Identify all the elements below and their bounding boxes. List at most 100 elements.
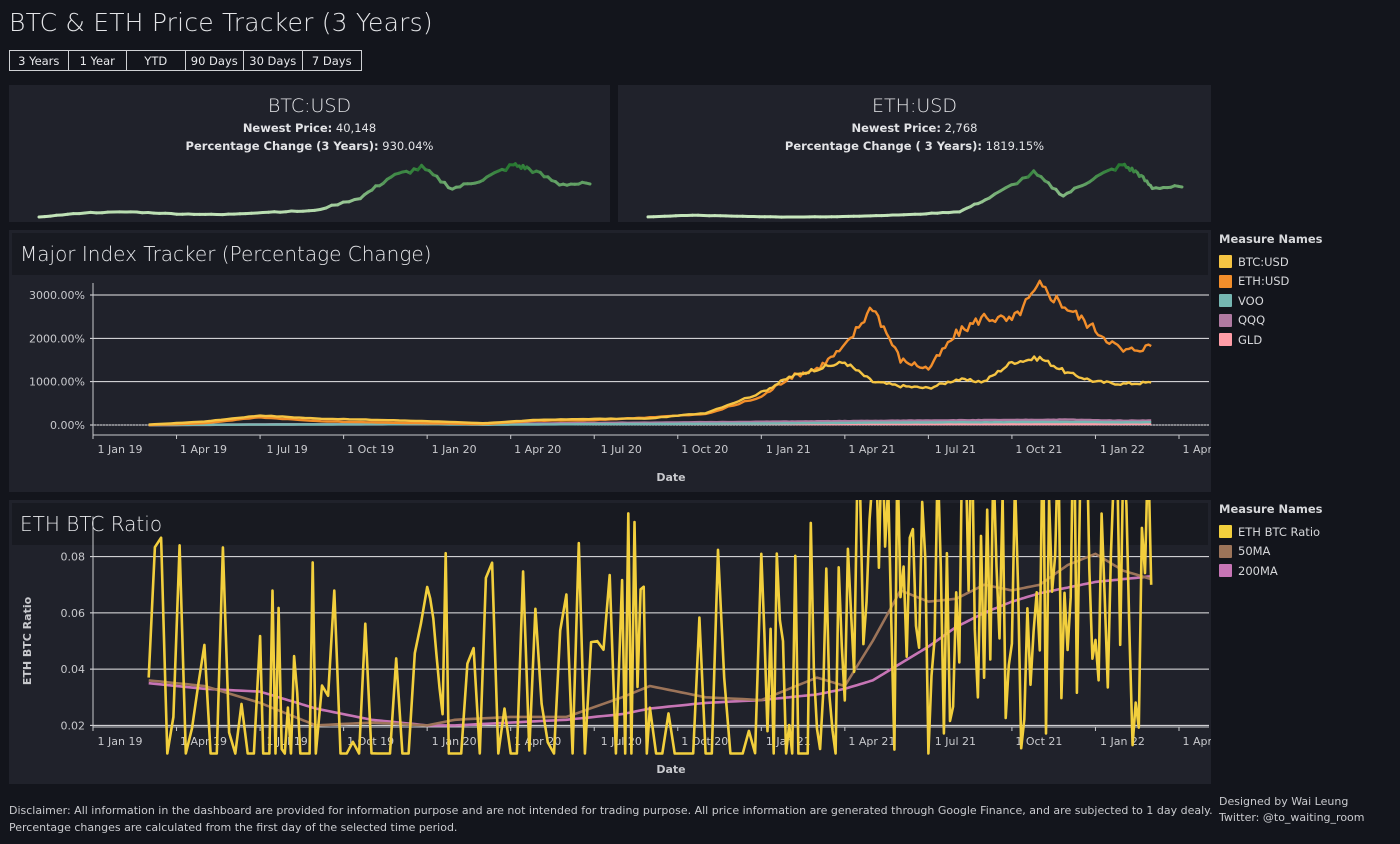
range-button-ytd[interactable]: YTD (127, 51, 186, 70)
x-tick-label: 1 Oct 21 (1015, 735, 1062, 748)
btc-sparkline[interactable] (36, 159, 593, 221)
x-tick-label: 1 Apr 20 (514, 443, 561, 456)
legend-swatch (1219, 564, 1232, 578)
btc-price-card: BTC:USD Newest Price: 40,148 Percentage … (9, 85, 610, 222)
x-tick-label: 1 Apr 22 (1182, 735, 1211, 748)
x-axis-title: Date (656, 471, 685, 484)
legend-label: ETH BTC Ratio (1238, 524, 1321, 539)
x-tick-label: 1 Apr 21 (848, 443, 895, 456)
percentage-change-label: Percentage Change ( 3 Years): (784, 139, 982, 153)
time-range-selector: 3 Years 1 Year YTD 90 Days 30 Days 7 Day… (9, 50, 362, 71)
legend-swatch (1219, 294, 1232, 308)
newest-price-value: 2,768 (944, 121, 978, 135)
y-tick-label: 0.04 (61, 663, 86, 676)
x-tick-label: 1 Jul 20 (601, 443, 642, 456)
y-axis-title: ETH BTC Ratio (21, 596, 34, 685)
y-tick-label: 0.00% (50, 419, 85, 432)
sparkline-segment (1176, 184, 1184, 189)
x-tick-label: 1 Jan 21 (766, 443, 811, 456)
legend-item-btc[interactable]: BTC:USD (1219, 252, 1323, 272)
ratio-legend: Measure Names ETH BTC Ratio 50MA 200MA (1219, 502, 1323, 581)
section-title: Major Index Tracker (Percentage Change) (20, 242, 432, 266)
dashboard-title: BTC & ETH Price Tracker (3 Years) (9, 8, 433, 37)
range-button-30-days[interactable]: 30 Days (244, 51, 303, 70)
legend-label: VOO (1238, 293, 1264, 308)
series-line-eth-usd (148, 279, 1152, 427)
x-tick-label: 1 Jul 20 (601, 735, 642, 748)
legend-item-eth[interactable]: ETH:USD (1219, 272, 1323, 292)
x-tick-label: 1 Oct 21 (1015, 443, 1062, 456)
x-tick-label: 1 Jan 20 (432, 443, 477, 456)
x-tick-label: 1 Jan 22 (1100, 443, 1145, 456)
percentage-change-value: 1819.15% (985, 139, 1045, 153)
eth-sparkline[interactable] (645, 159, 1185, 221)
legend-item-gld[interactable]: GLD (1219, 330, 1323, 350)
y-tick-label: 2000.00% (29, 332, 85, 345)
series-line-eth-btc-ratio (147, 500, 1153, 755)
x-tick-label: 1 Jan 19 (98, 735, 143, 748)
card-title: ETH:USD (872, 95, 957, 117)
disclaimer-text: Disclaimer: All information in the dashb… (9, 804, 1213, 834)
newest-price-value: 40,148 (335, 121, 377, 135)
percentage-change-value: 930.04% (382, 139, 434, 153)
x-tick-label: 1 Jan 22 (1100, 735, 1145, 748)
percentage-change-line: Percentage Change ( 3 Years): 1819.15% (618, 139, 1211, 153)
legend-item-200ma[interactable]: 200MA (1219, 561, 1323, 581)
legend-swatch (1219, 333, 1232, 347)
credits: Designed by Wai Leung Twitter: @to_waiti… (1219, 794, 1365, 826)
legend-label: ETH:USD (1238, 274, 1290, 289)
x-tick-label: 1 Apr 19 (180, 735, 227, 748)
range-button-7-days[interactable]: 7 Days (311, 53, 352, 68)
legend-item-eth-btc-ratio[interactable]: ETH BTC Ratio (1219, 522, 1323, 542)
legend-swatch (1219, 544, 1232, 558)
legend-item-50ma[interactable]: 50MA (1219, 542, 1323, 562)
x-tick-label: 1 Apr 21 (848, 735, 895, 748)
newest-price-label: Newest Price: (851, 121, 941, 135)
index-tracker-legend: Measure Names BTC:USD ETH:USD VOO QQQ GL… (1219, 232, 1323, 350)
eth-btc-ratio-panel: ETH BTC Ratio 0.02 0.04 0.06 0.08 1 Jan 19 1 … (9, 500, 1211, 784)
section-header: Major Index Tracker (Percentage Change) (12, 233, 1208, 275)
x-tick-label: 1 Jul 21 (935, 735, 976, 748)
y-tick-label: 0.02 (61, 719, 86, 732)
range-button-3-years[interactable]: 3 Years (10, 51, 69, 70)
legend-label: GLD (1238, 332, 1263, 347)
x-tick-label: 1 Oct 19 (347, 443, 394, 456)
legend-item-qqq[interactable]: QQQ (1219, 311, 1323, 331)
newest-price-label: Newest Price: (242, 121, 333, 135)
legend-title: Measure Names (1219, 502, 1323, 516)
legend-item-voo[interactable]: VOO (1219, 291, 1323, 311)
legend-label: 50MA (1238, 544, 1271, 559)
x-tick-label: 1 Jan 20 (432, 735, 477, 748)
x-tick-label: 1 Oct 20 (681, 443, 728, 456)
legend-swatch (1219, 274, 1232, 288)
designer-credit: Designed by Wai Leung (1219, 795, 1349, 808)
x-tick-label: 1 Jul 19 (266, 443, 307, 456)
x-tick-label: 1 Apr 22 (1182, 443, 1211, 456)
twitter-handle: Twitter: @to_waiting_room (1219, 811, 1365, 824)
legend-swatch (1219, 255, 1232, 269)
eth-price-card: ETH:USD Newest Price: 2,768 Percentage C… (618, 85, 1211, 222)
legend-title: Measure Names (1219, 232, 1323, 246)
y-tick-label: 3000.00% (29, 289, 85, 302)
range-button-1-year[interactable]: 1 Year (69, 51, 127, 70)
section-title: ETH BTC Ratio (20, 512, 163, 536)
legend-swatch (1219, 313, 1232, 327)
eth-btc-ratio-chart[interactable]: 0.020.040.060.081 Jan 19 1 Apr 19 1 Jul 19… (9, 500, 1211, 784)
card-title: BTC:USD (267, 95, 352, 117)
series-line-voo (148, 420, 1152, 427)
percentage-change-line: Percentage Change (3 Years): 930.04% (9, 139, 610, 153)
range-button-90-days[interactable]: 90 Days (186, 51, 244, 70)
y-tick-label: 0.08 (61, 551, 86, 564)
newest-price-line: Newest Price: 2,768 (618, 121, 1211, 135)
sparkline-segment (584, 181, 592, 186)
x-tick-label: 1 Jan 19 (98, 443, 143, 456)
section-header: ETH BTC Ratio (12, 503, 1208, 545)
series-line-btc-usd (148, 355, 1152, 426)
legend-swatch (1219, 525, 1232, 539)
newest-price-line: Newest Price: 40,148 (9, 121, 610, 135)
x-tick-label: 1 Apr 19 (180, 443, 227, 456)
index-tracker-chart[interactable]: 0.00% 1000.00% 2000.00% 3000.00% 1 Jan 19 1 A… (9, 230, 1211, 492)
x-axis-title: Date (656, 763, 685, 776)
percentage-change-label: Percentage Change (3 Years): (185, 139, 379, 153)
legend-label: BTC:USD (1238, 254, 1289, 269)
